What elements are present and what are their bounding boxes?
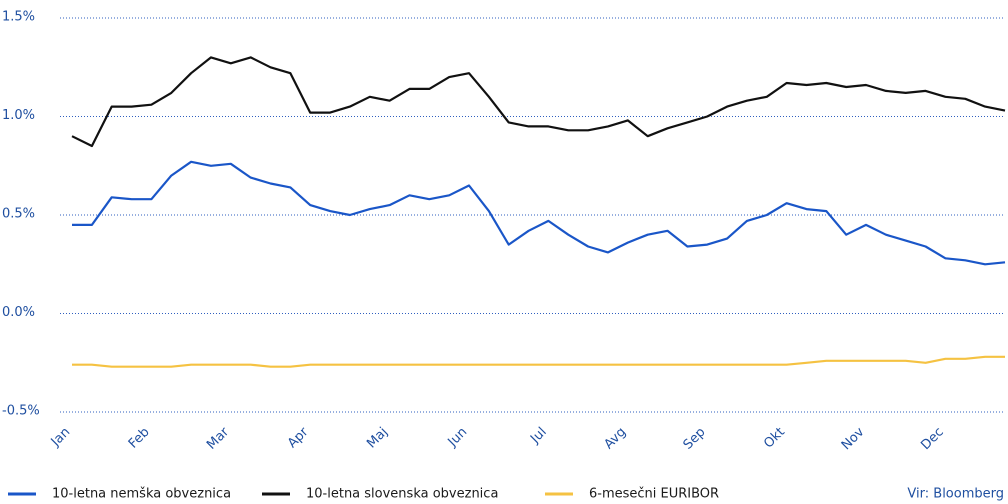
legend-label: 10-letna nemška obveznica [52, 487, 231, 502]
y-tick-label: 0.0% [2, 305, 35, 320]
x-tick-label: Okt [761, 425, 788, 452]
series-line [72, 355, 1005, 368]
x-tick-label: Apr [285, 424, 312, 451]
y-tick-label: 0.5% [2, 207, 35, 222]
series-line [72, 160, 1006, 266]
x-tick-label: Sep [681, 425, 709, 453]
legend-label: 10-letna slovenska obveznica [306, 487, 498, 502]
y-tick-label: 1.5% [2, 10, 35, 25]
x-tick-label: Avg [602, 425, 630, 453]
x-tick-label: Jan [48, 425, 73, 450]
x-tick-label: Jun [445, 425, 471, 451]
legend-label: 6-mesečni EURIBOR [589, 487, 719, 502]
x-tick-label: Feb [126, 425, 153, 452]
x-tick-label: Nov [839, 424, 868, 453]
y-tick-label: -0.5% [2, 404, 40, 419]
x-tick-label: Dec [918, 425, 946, 453]
source: Vir: Bloomberg [907, 487, 1004, 502]
y-tick-label: 1.0% [2, 108, 35, 123]
x-tick-label: Jul [527, 425, 549, 447]
x-tick-label: Mar [204, 424, 232, 452]
series-line [71, 56, 1006, 148]
x-tick-label: Maj [364, 425, 391, 452]
